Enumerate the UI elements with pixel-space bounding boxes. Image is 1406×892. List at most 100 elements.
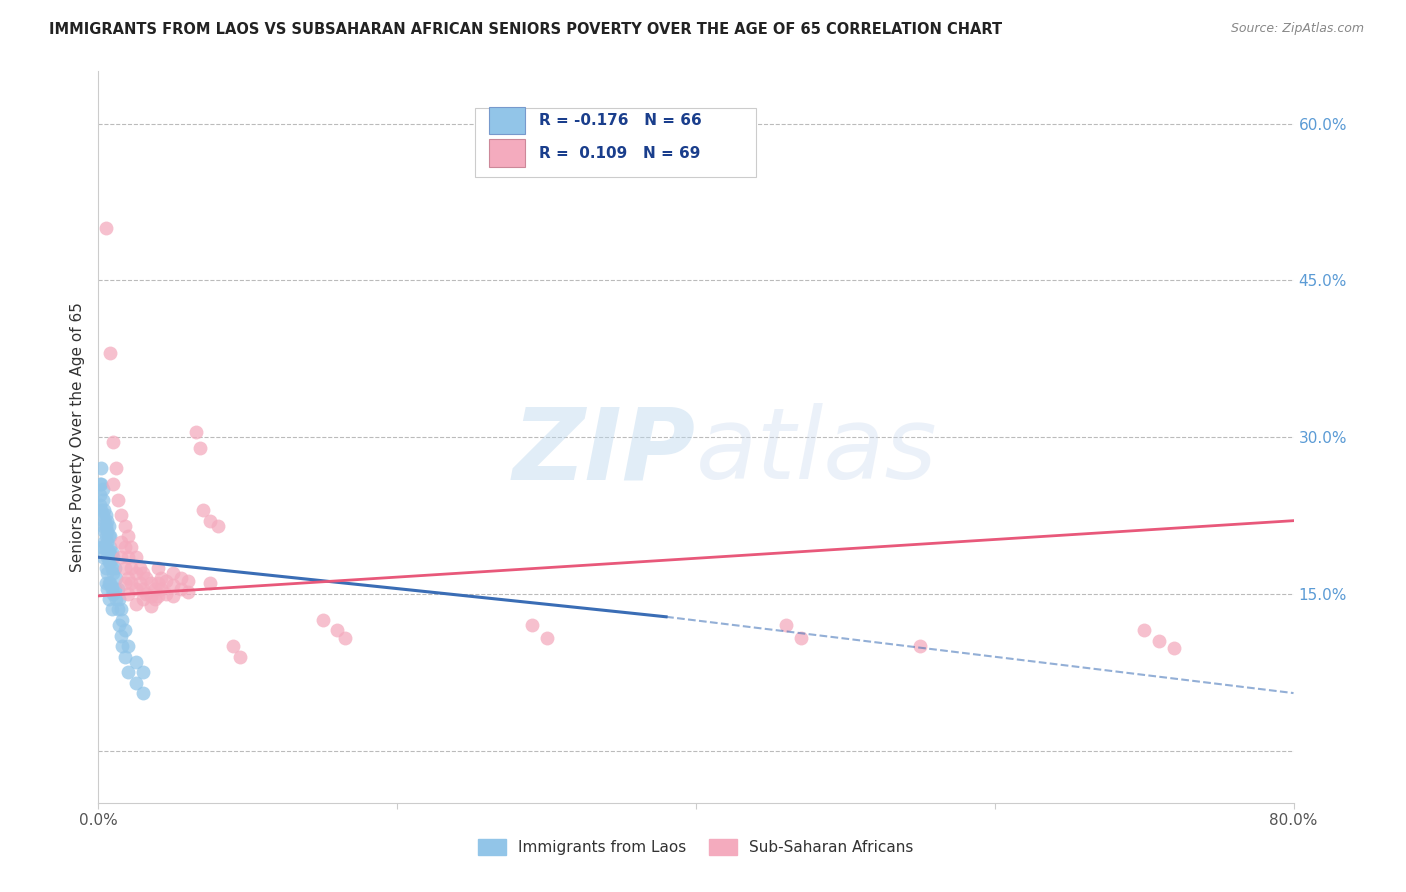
Point [120,576,142,591]
Point [117,587,139,601]
Point [94,519,117,533]
Point [94,560,117,574]
Point [200,576,222,591]
Point [120,560,142,574]
Text: IMMIGRANTS FROM LAOS VS SUBSAHARAN AFRICAN SENIORS POVERTY OVER THE AGE OF 65 CO: IMMIGRANTS FROM LAOS VS SUBSAHARAN AFRIC… [49,22,1002,37]
Point [98,346,122,360]
Point [96,566,118,580]
Point [125,550,148,565]
Point [162,589,184,603]
Point [139,599,162,614]
Point [101,560,124,574]
Point [120,540,142,554]
Point [125,582,148,596]
Point [93,534,115,549]
Point [90,540,112,554]
Point [222,639,245,653]
Point [125,655,148,669]
Point [94,576,117,591]
Point [114,540,136,554]
Point [93,514,115,528]
Point [129,560,152,574]
Point [520,618,543,632]
Point [150,582,173,596]
Point [775,618,797,632]
Point [103,477,125,491]
Text: atlas: atlas [696,403,938,500]
Point [139,589,162,603]
Point [191,503,214,517]
Point [125,566,148,580]
Text: Source: ZipAtlas.com: Source: ZipAtlas.com [1230,22,1364,36]
Point [96,582,118,596]
Point [132,665,155,680]
Point [1163,641,1185,656]
Point [117,571,139,585]
Point [789,631,811,645]
Point [139,576,162,591]
Point [91,519,114,533]
Point [90,477,112,491]
Point [908,639,931,653]
Point [1147,633,1170,648]
FancyBboxPatch shape [489,106,524,135]
Point [94,540,117,554]
Point [107,492,129,507]
Point [114,560,136,574]
Point [97,576,120,591]
Text: R =  0.109   N = 69: R = 0.109 N = 69 [540,145,700,161]
Point [229,649,252,664]
Point [108,618,131,632]
Point [162,566,184,580]
Point [207,519,229,533]
Point [89,487,111,501]
Point [97,519,120,533]
Point [104,582,127,596]
Point [333,631,356,645]
Point [125,675,148,690]
Point [111,613,134,627]
Point [110,629,132,643]
Point [91,492,114,507]
Point [98,576,122,591]
Point [162,578,184,592]
Point [107,582,129,596]
FancyBboxPatch shape [489,139,524,167]
Point [135,587,157,601]
Point [177,584,200,599]
Point [91,483,114,497]
Point [132,592,155,607]
Y-axis label: Seniors Poverty Over the Age of 65: Seniors Poverty Over the Age of 65 [69,302,84,572]
Point [90,503,112,517]
Point [129,576,152,591]
Point [103,587,125,601]
FancyBboxPatch shape [475,108,756,178]
Point [93,503,115,517]
Point [110,550,132,565]
Point [101,602,124,616]
Point [135,571,157,585]
Point [132,566,155,580]
Point [91,508,114,523]
Point [169,571,191,585]
Point [326,624,349,638]
Point [114,649,136,664]
Point [89,477,111,491]
Point [110,534,132,549]
Point [101,545,124,559]
Point [111,639,134,653]
Point [98,556,122,570]
Point [105,571,128,585]
Point [94,221,117,235]
Point [177,574,200,589]
Point [94,508,117,523]
Point [105,592,128,607]
Point [97,529,120,543]
Point [98,529,122,543]
Point [103,550,125,565]
Point [110,508,132,523]
Point [117,529,139,543]
Point [117,550,139,565]
Point [143,582,166,596]
Legend: Immigrants from Laos, Sub-Saharan Africans: Immigrants from Laos, Sub-Saharan Africa… [472,833,920,861]
